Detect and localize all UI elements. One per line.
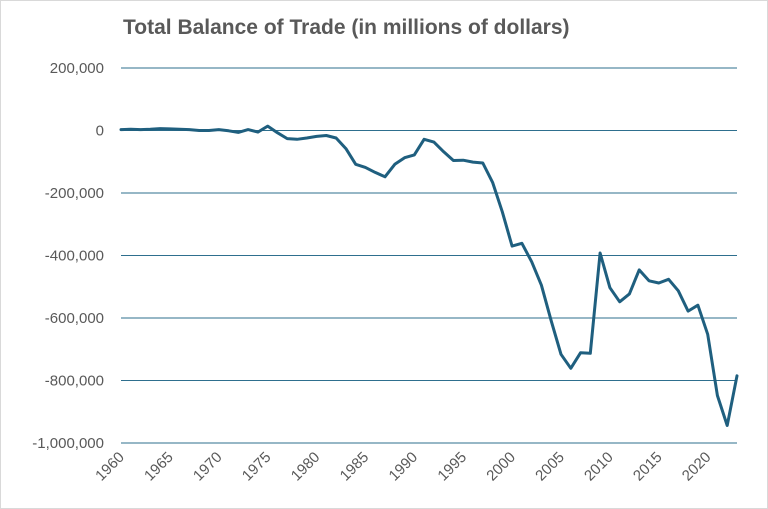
x-tick-label: 1960 (92, 449, 128, 485)
x-tick-label: 2015 (630, 449, 666, 485)
y-tick-label: 0 (96, 123, 104, 140)
x-tick-label: 1995 (434, 449, 470, 485)
series-group (119, 124, 739, 427)
x-axis-ticks: 1960 1965 1970 1975 1980 1985 1990 1995 2000 2005… (92, 449, 714, 485)
y-tick-label: -400,000 (45, 248, 104, 265)
x-tick-label: 2020 (679, 449, 715, 485)
y-tick-label: 200,000 (50, 60, 104, 77)
x-tick-label: 1965 (141, 449, 177, 485)
x-tick-label: 1975 (239, 449, 275, 485)
y-tick-label: -200,000 (45, 185, 104, 202)
y-tick-label: -1,000,000 (32, 435, 104, 452)
y-axis-ticks: 200,000 0 -200,000 -400,000 -600,000 -800,000… (32, 60, 104, 452)
x-tick-label: 1970 (190, 449, 226, 485)
x-tick-label: 1985 (337, 449, 373, 485)
x-tick-label: 2000 (483, 449, 519, 485)
x-tick-label: 2010 (581, 449, 617, 485)
gridlines (121, 67, 737, 444)
x-tick-label: 1980 (288, 449, 324, 485)
x-tick-label: 2005 (532, 449, 568, 485)
x-tick-label: 1990 (386, 449, 422, 485)
y-tick-label: -800,000 (45, 373, 104, 390)
y-tick-label: -600,000 (45, 310, 104, 327)
chart-title: Total Balance of Trade (in millions of d… (123, 16, 570, 39)
series-line (119, 124, 739, 427)
